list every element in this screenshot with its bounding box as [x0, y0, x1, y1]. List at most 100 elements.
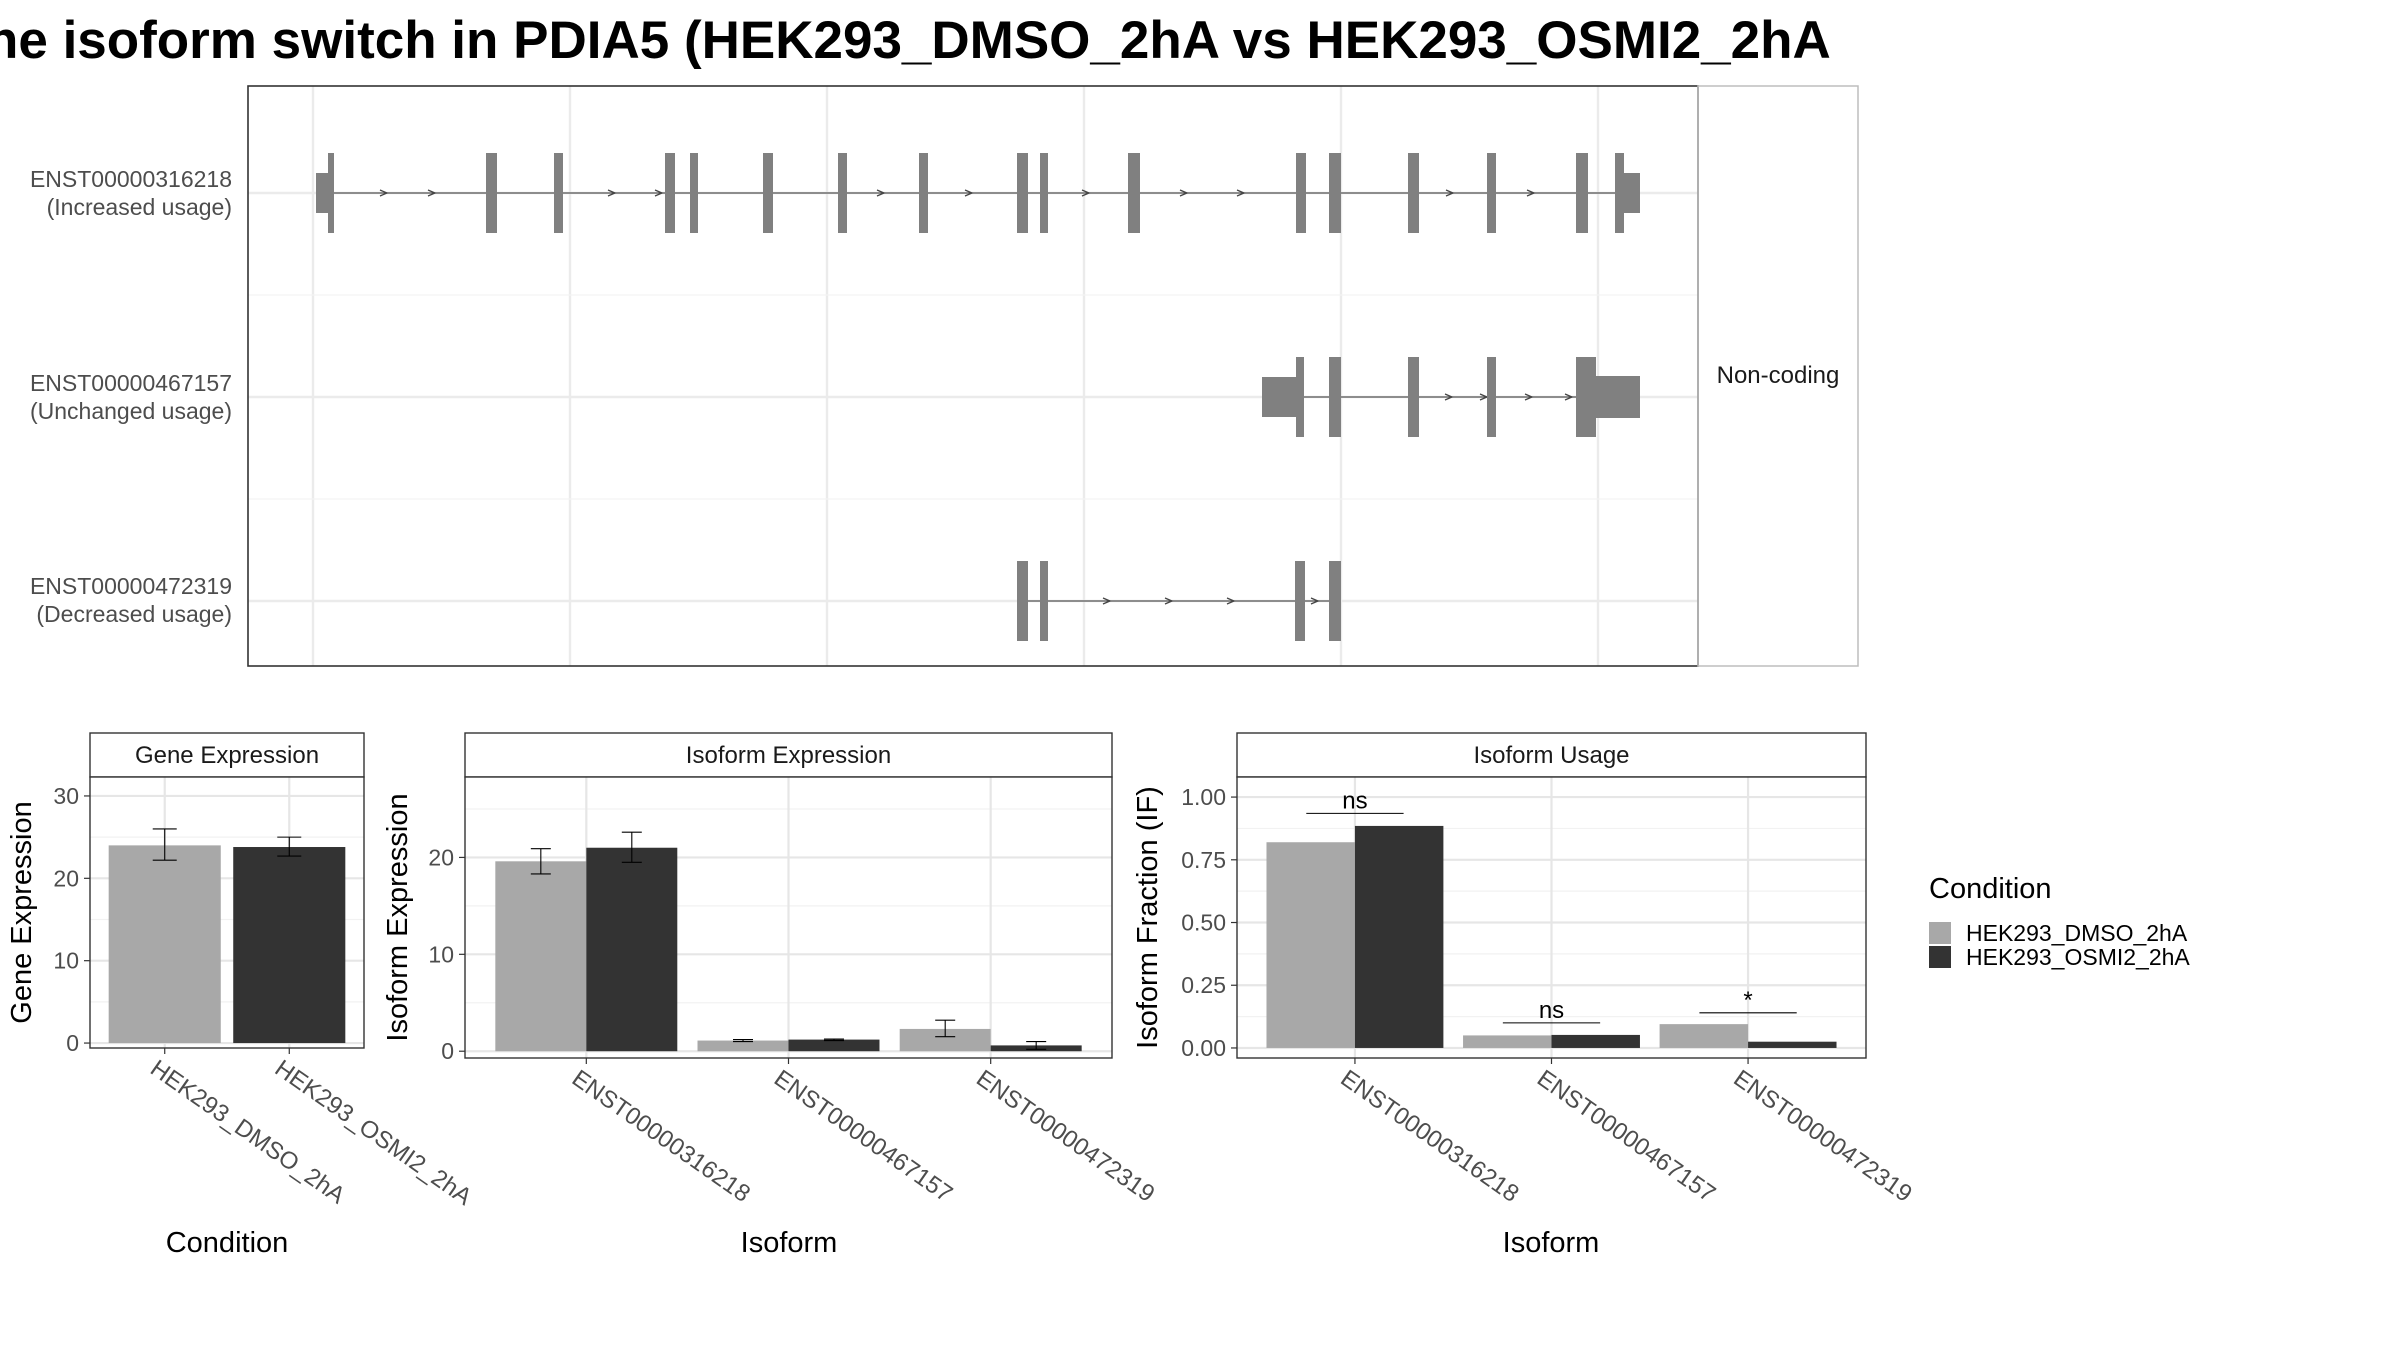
exon-block [1576, 153, 1588, 233]
strand-arrow [607, 189, 617, 197]
figure-title: he isoform switch in PDIA5 (HEK293_DMSO_… [0, 11, 1831, 70]
strand-arrow [1081, 189, 1091, 197]
bar [1551, 1034, 1640, 1048]
y-axis-title: Isoform Expression [382, 793, 414, 1041]
strand-arrow [1310, 597, 1320, 605]
y-tick-label: 0.50 [1181, 910, 1226, 936]
exon-block [1040, 153, 1048, 233]
y-tick-label: 0.25 [1181, 972, 1226, 998]
strand-arrow [1226, 597, 1236, 605]
legend: Condition HEK293_DMSO_2hA HEK293_OSMI2_2… [1929, 873, 2190, 970]
bar [697, 1040, 789, 1052]
x-tick-label: ENST00000472319 [971, 1065, 1159, 1208]
strand-arrow [1564, 393, 1574, 401]
strand-arrow [1524, 393, 1534, 401]
strand-arrow [964, 189, 974, 197]
noncoding-label: Non-coding [1717, 362, 1840, 389]
exon-block [690, 153, 698, 233]
exon-block [1040, 561, 1048, 641]
exon-block [1408, 153, 1419, 233]
exon-block [1128, 153, 1140, 233]
strip-label: Isoform Expression [686, 742, 891, 769]
transcript-2-id: ENST00000467157 [30, 370, 232, 396]
bar [1748, 1041, 1837, 1048]
strand-arrow [1236, 189, 1246, 197]
legend-label-osmi2: HEK293_OSMI2_2hA [1966, 944, 2190, 970]
exon-block [1408, 357, 1419, 437]
x-tick-label: ENST00000467157 [1532, 1065, 1720, 1208]
exon-block [838, 153, 847, 233]
exon-block [665, 153, 675, 233]
exon-block [316, 173, 328, 213]
bar [899, 1028, 991, 1052]
strand-arrow [1444, 393, 1454, 401]
legend-label-dmso: HEK293_DMSO_2hA [1966, 920, 2188, 946]
exon-block [1576, 357, 1596, 437]
strip-label: Gene Expression [135, 742, 319, 769]
bar [108, 845, 221, 1044]
structure-side-strip [1697, 85, 1859, 667]
bar [1354, 825, 1444, 1048]
y-tick-label: 10 [428, 941, 454, 967]
plot-border [89, 776, 365, 1049]
bar [1659, 1024, 1749, 1048]
bar [788, 1039, 880, 1052]
exon-block [1487, 357, 1496, 437]
strip-box [89, 732, 365, 778]
exon-block [1329, 561, 1341, 641]
legend-swatch-osmi2 [1929, 946, 1951, 968]
structure-panel-bg [248, 86, 1698, 666]
exon-block [1487, 153, 1496, 233]
legend-swatch-dmso [1929, 922, 1951, 944]
x-axis-title: Condition [166, 1227, 289, 1259]
y-tick-label: 20 [53, 865, 79, 891]
strand-arrow [876, 189, 886, 197]
y-tick-label: 10 [53, 948, 79, 974]
transcript-2-usage: (Unchanged usage) [30, 398, 232, 424]
strand-arrow [427, 189, 437, 197]
transcript-model-3 [1017, 561, 1341, 641]
exon-block [1329, 357, 1341, 437]
strip-label: Isoform Usage [1473, 742, 1629, 769]
strand-arrow [1445, 189, 1455, 197]
exon-block [1296, 153, 1306, 233]
transcript-3-id: ENST00000472319 [30, 573, 232, 599]
bar [233, 847, 346, 1044]
strand-arrow [1179, 189, 1189, 197]
bar [586, 847, 678, 1052]
exon-block [1329, 153, 1341, 233]
y-tick-label: 0.75 [1181, 847, 1226, 873]
strand-arrow [379, 189, 389, 197]
strand-arrow [1164, 597, 1174, 605]
x-tick-label: ENST00000316218 [1335, 1065, 1523, 1208]
x-tick-label: HEK293_OSMI2_2hA [270, 1055, 477, 1211]
transcript-structure-panel: Non-coding ENST00000316218 (Increased us… [30, 85, 1859, 667]
strand-arrow [1526, 189, 1536, 197]
strip-box [464, 732, 1113, 778]
exon-block [1596, 376, 1640, 418]
x-tick-label: ENST00000467157 [769, 1065, 957, 1208]
y-axis-title: Gene Expression [6, 801, 38, 1023]
strand-arrow [1102, 597, 1112, 605]
significance-label: ns [1539, 997, 1564, 1024]
exon-block [1615, 153, 1624, 233]
exon-block [328, 153, 334, 233]
legend-title: Condition [1929, 873, 2052, 905]
bar [1463, 1035, 1552, 1048]
y-tick-label: 0 [441, 1038, 454, 1064]
significance-label: * [1743, 987, 1752, 1014]
x-tick-label: ENST00000316218 [567, 1065, 755, 1208]
transcript-1-usage: (Increased usage) [47, 194, 232, 220]
y-tick-label: 0.00 [1181, 1035, 1226, 1061]
exon-block [1017, 561, 1028, 641]
x-axis-title: Isoform [1503, 1227, 1600, 1259]
y-tick-label: 1.00 [1181, 784, 1226, 810]
exon-block [919, 153, 928, 233]
bar [1266, 842, 1355, 1048]
exon-block [1262, 377, 1300, 417]
transcript-1-id: ENST00000316218 [30, 166, 232, 192]
exon-block [763, 153, 773, 233]
exon-block [1295, 561, 1305, 641]
